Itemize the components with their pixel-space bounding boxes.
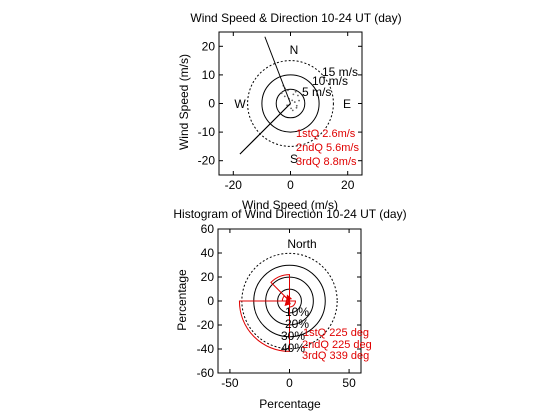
hist-bin [289, 300, 296, 308]
ws-chart-title: Wind Speed & Direction 10-24 UT (day) [190, 11, 401, 25]
hist-y-tick-label: 20 [201, 270, 215, 284]
ws-ring [275, 88, 306, 119]
hist-ring-label-20: 20% [285, 317, 309, 331]
hist-north-label: North [287, 237, 316, 251]
ws-x-axis-label: Wind Speed (m/s) [242, 198, 338, 212]
hist-x-axis-label: Percentage [259, 397, 321, 411]
ws-scatter-point [292, 93, 295, 96]
ws-x-tick-label: -20 [225, 178, 243, 192]
ws-scatter-point [280, 92, 283, 95]
hist-bin [238, 300, 290, 352]
ws-ring [247, 60, 334, 147]
ws-y-tick-label: 10 [202, 68, 216, 82]
ws-scatter-point [294, 90, 297, 93]
ws-scatter-point [283, 95, 286, 98]
ws-x-tick-label: 0 [287, 178, 294, 192]
wind-speed-chart: Wind Speed & Direction 10-24 UT (day) Wi… [177, 11, 402, 212]
ws-ring-label-5: 5 m/s [302, 85, 331, 99]
ws-scatter-point [295, 106, 298, 109]
hist-y-tick-label: 0 [207, 294, 214, 308]
hist-ring-label-30: 30% [281, 329, 305, 343]
ws-scatter-point [290, 107, 292, 110]
hist-annotation-1: 1stQ 225 deg [303, 327, 369, 339]
hist-annotation-2: 2ndQ 225 deg [302, 339, 372, 351]
hist-chart-title: Histogram of Wind Direction 10-24 UT (da… [173, 207, 406, 221]
ws-plot-area: -20 0 20 20 10 0 -10 -20 [198, 32, 362, 192]
ws-compass-w: W [234, 97, 246, 111]
hist-y-tick-label: -20 [197, 318, 215, 332]
ws-scatter-point [287, 89, 289, 92]
hist-y-tick-label: 60 [201, 222, 215, 236]
ws-ring [261, 74, 320, 133]
ws-y-tick-label: -20 [198, 154, 216, 168]
ws-scatter-point [295, 104, 298, 107]
ws-scatter-point [298, 99, 300, 102]
ws-scatter-point [293, 101, 296, 103]
ws-y-tick-label: 0 [208, 97, 215, 111]
ws-ring-label-15: 15 m/s [322, 65, 358, 79]
ws-annotation-3: 3rdQ 8.8m/s [296, 156, 357, 168]
ws-compass-e: E [343, 97, 351, 111]
ws-scatter-point [291, 109, 294, 112]
direction-histogram-chart: Histogram of Wind Direction 10-24 UT (da… [173, 207, 406, 411]
hist-y-tick-label: -60 [197, 366, 215, 380]
hist-annotation-3: 3rdQ 339 deg [302, 350, 369, 362]
ws-y-axis-label: Wind Speed (m/s) [177, 54, 191, 150]
hist-bin [270, 274, 290, 303]
ws-annotation-2: 2ndQ 5.6m/s [296, 142, 359, 154]
hist-x-tick-label: 50 [342, 376, 356, 390]
ws-quartile-line [264, 36, 291, 104]
hist-ring-label-10: 10% [285, 305, 309, 319]
hist-ring-label-40: 40% [281, 341, 305, 355]
hist-x-tick-label: 0 [286, 376, 293, 390]
hist-plot-area: -50 0 50 60 40 20 0 -20 -40 -60 [197, 222, 361, 390]
hist-quartile-arrowhead [284, 299, 291, 306]
ws-y-tick-label: -10 [198, 125, 216, 139]
hist-y-axis-label: Percentage [175, 269, 189, 331]
ws-scatter-point [291, 99, 294, 102]
hist-x-tick-label: -50 [221, 376, 239, 390]
ws-quartile-line [239, 103, 291, 155]
hist-quartile-arrowhead [286, 294, 292, 302]
ws-scatter-point [286, 104, 288, 107]
ws-y-tick-label: 20 [202, 39, 216, 53]
ws-compass-s: S [290, 152, 298, 166]
hist-y-tick-label: 40 [201, 246, 215, 260]
ws-ring-label-10: 10 m/s [312, 74, 348, 88]
ws-compass-n: N [290, 43, 299, 57]
hist-y-tick-label: -40 [197, 342, 215, 356]
ws-scatter-point [297, 94, 299, 97]
ws-x-tick-label: 20 [341, 178, 355, 192]
ws-annotation-1: 1stQ 2.6m/s [296, 128, 356, 140]
